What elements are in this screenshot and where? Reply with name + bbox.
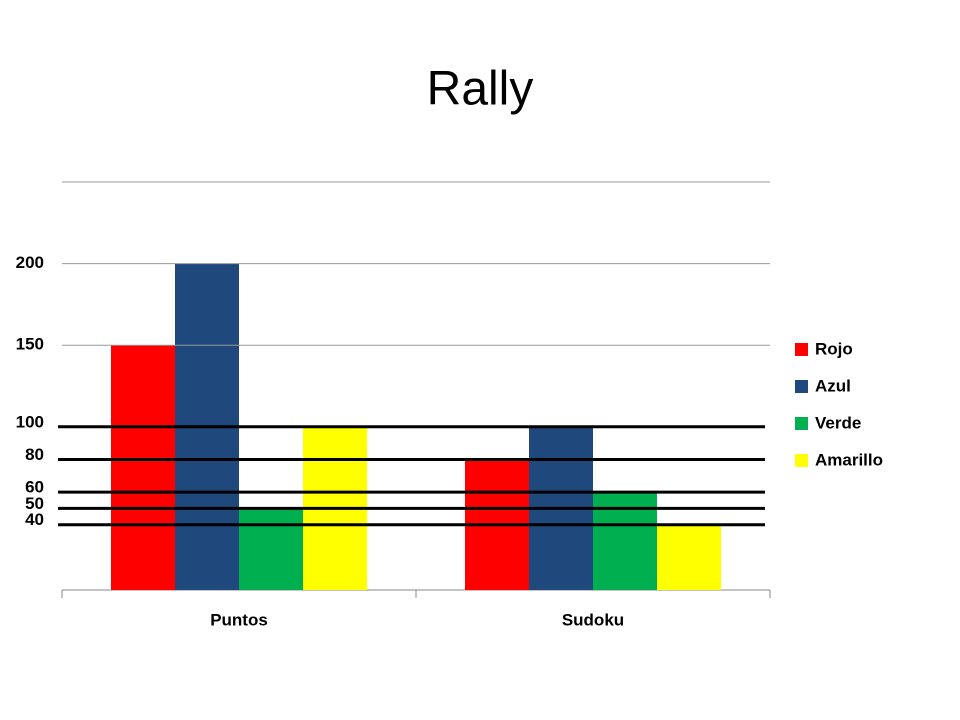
y-tick-label: 50 xyxy=(25,494,44,513)
bar xyxy=(657,524,721,590)
y-tick-label: 60 xyxy=(25,478,44,497)
x-tick-label: Sudoku xyxy=(562,610,624,629)
legend-label: Rojo xyxy=(815,339,853,358)
bar xyxy=(239,508,303,590)
y-tick-label: 150 xyxy=(16,335,44,354)
y-tick-label: 40 xyxy=(25,510,44,529)
bar xyxy=(111,345,175,590)
legend-label: Azul xyxy=(815,376,851,395)
legend-swatch xyxy=(795,417,808,430)
legend-label: Verde xyxy=(815,413,861,432)
y-tick-label: 100 xyxy=(16,412,44,431)
y-tick-label: 200 xyxy=(16,253,44,272)
legend-label: Amarillo xyxy=(815,450,883,469)
y-tick-label: 80 xyxy=(25,445,44,464)
x-tick-label: Puntos xyxy=(210,610,268,629)
legend-swatch xyxy=(795,454,808,467)
chart-title: Rally xyxy=(427,63,534,116)
legend-swatch xyxy=(795,380,808,393)
legend-swatch xyxy=(795,343,808,356)
bar xyxy=(593,492,657,590)
